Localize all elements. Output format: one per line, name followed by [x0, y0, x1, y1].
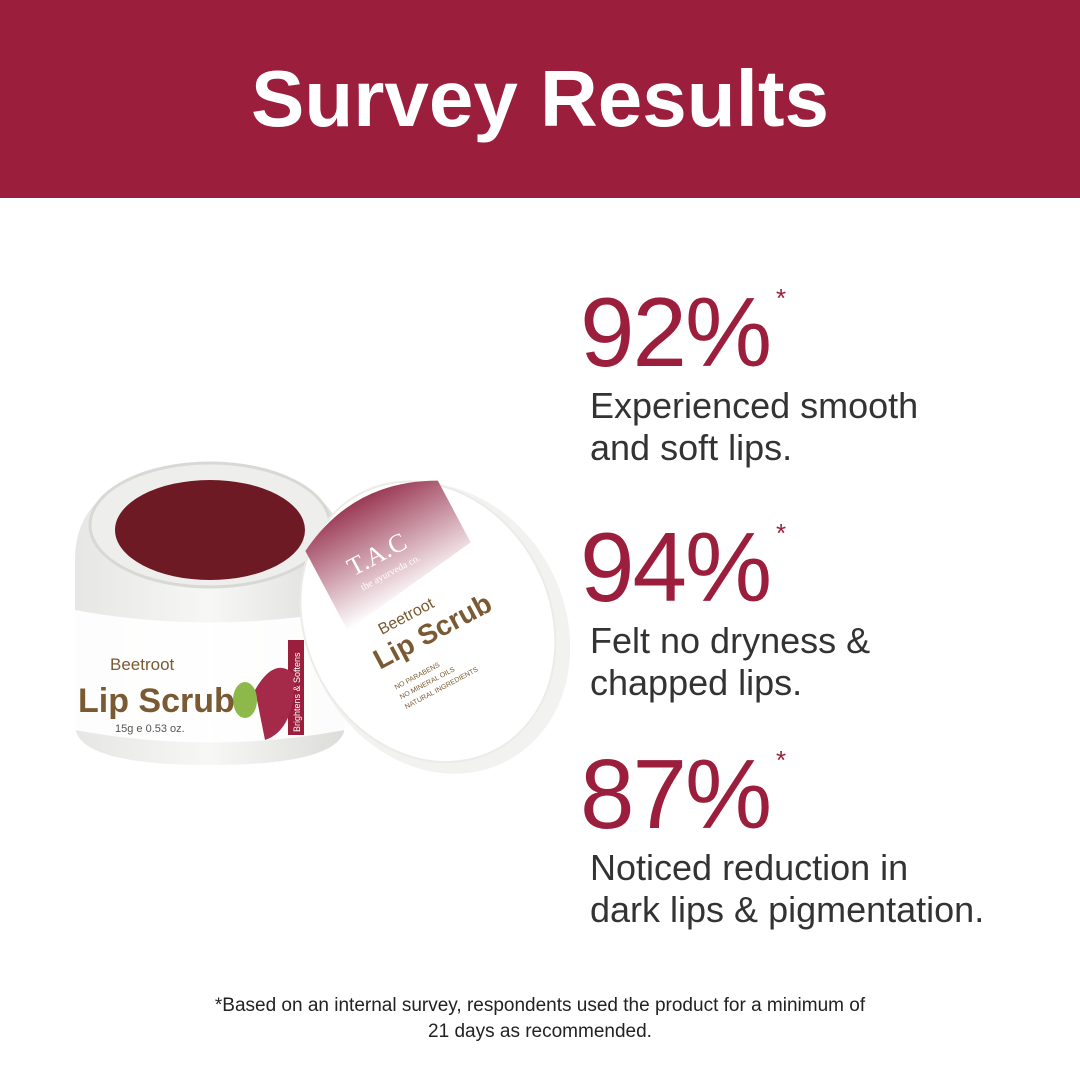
- stat-description: Experienced smooth and soft lips.: [590, 385, 919, 468]
- page-title: Survey Results: [250, 54, 830, 143]
- jar-size: 15g e 0.53 oz.: [115, 723, 185, 735]
- footnote-line: *Based on an internal survey, respondent…: [214, 995, 866, 1016]
- asterisk-mark: *: [776, 745, 786, 775]
- stat-percentage: 87% *: [580, 739, 786, 849]
- asterisk-mark: *: [776, 283, 786, 313]
- stat-smooth-lips: 92% * Experienced smooth and soft lips.: [580, 283, 918, 469]
- jar-product-name-line2: Lip Scrub: [78, 682, 235, 720]
- stat-pigmentation: 87% * Noticed reduction in dark lips & pig…: [580, 745, 984, 931]
- jar-product-name-line1: Beetroot: [110, 655, 175, 674]
- jar-side-label: Brightens & Softens: [292, 652, 302, 732]
- stat-description: Noticed reduction in dark lips & pigmenta…: [590, 847, 985, 930]
- footnote-line: 21 days as recommended.: [428, 1021, 652, 1042]
- stat-percentage: 94% *: [580, 512, 786, 622]
- header-banner: Survey Results: [0, 0, 1080, 198]
- stat-description: Felt no dryness & chapped lips.: [590, 620, 871, 703]
- stat-no-dryness: 94% * Felt no dryness & chapped lips.: [580, 518, 870, 704]
- product-image: Beetroot Lip Scrub 15g e 0.53 oz. T.A.C …: [60, 440, 571, 780]
- stat-percentage: 92% *: [580, 277, 786, 387]
- asterisk-mark: *: [776, 518, 786, 548]
- footnote: *Based on an internal survey, respondent…: [0, 993, 1080, 1045]
